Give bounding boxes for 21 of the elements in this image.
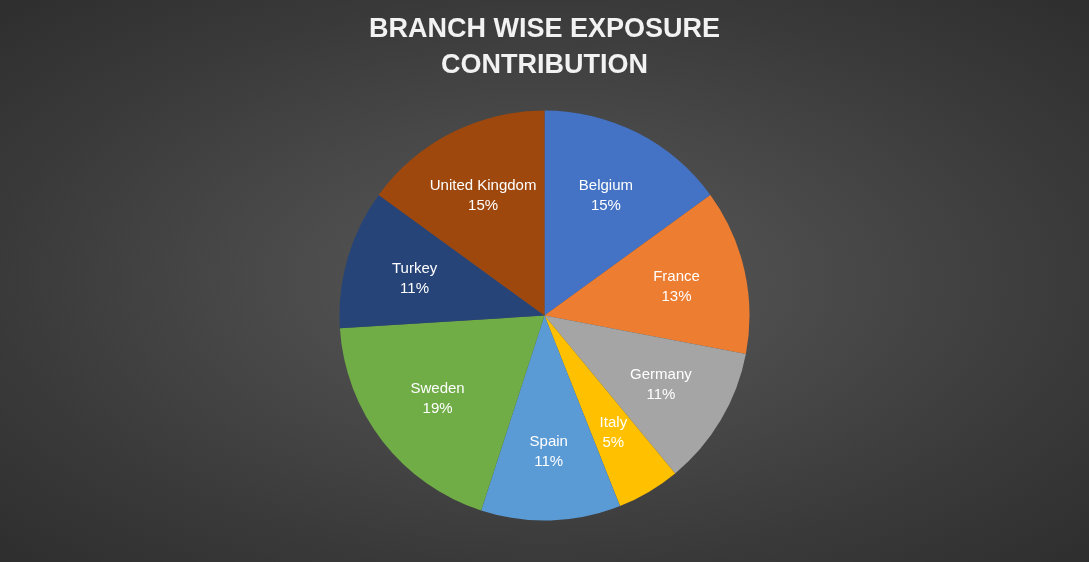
slice-label: Germany [630, 365, 693, 383]
data-label: 15% [590, 195, 621, 213]
data-label: 11% [646, 385, 676, 403]
data-label: 11% [400, 278, 430, 296]
pie-slice [544, 110, 711, 316]
slice-label: France [653, 266, 700, 284]
chart-title: BRANCH WISE EXPOSURE CONTRIBUTION [368, 13, 721, 79]
slice-label: Italy [599, 412, 628, 430]
slice-label: Sweden [410, 379, 465, 397]
slice-label: United Kingdom [429, 175, 537, 193]
pie-slice [339, 195, 545, 329]
slice-label: Turkey [391, 258, 438, 276]
slice-label: Belgium [578, 175, 634, 193]
data-label: 19% [422, 399, 453, 417]
pie-slice [378, 110, 545, 316]
data-label: 11% [534, 451, 564, 469]
data-label: 5% [602, 432, 625, 450]
pie-slice [544, 195, 750, 354]
data-label: 13% [661, 286, 692, 304]
data-label: 15% [468, 195, 499, 213]
slice-label: Spain [529, 431, 568, 449]
